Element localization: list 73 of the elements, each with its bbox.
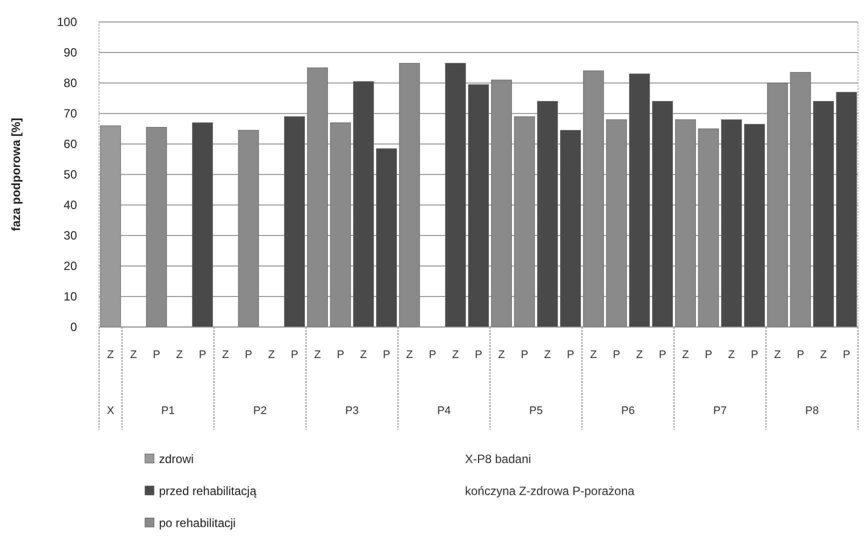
x-tick-label: Z [452,349,460,361]
y-tick-label: 50 [64,168,78,182]
bar [629,74,650,328]
bar [192,122,213,328]
bar [652,101,673,328]
y-tick-label: 40 [64,198,78,212]
y-tick-label: 0 [70,320,78,334]
bar [744,124,765,328]
y-tick-label: 70 [64,106,78,121]
x-tick-label: P [428,349,436,361]
legend-label: przed rehabilitacją [159,484,257,498]
y-axis-title: faza podporowa [%] [9,118,23,232]
x-tick-label: Z [107,349,114,361]
x-tick-label: P [658,349,666,361]
text: P4 [437,405,451,417]
x-tick-label: P [750,349,758,361]
text: P5 [529,405,543,417]
x-tick-label: P [382,349,390,361]
x-tick-label: P [796,349,804,361]
text: P6 [621,405,635,417]
x-tick-label: P [842,349,850,361]
x-tick-label: Z [176,349,184,361]
x-tick-label: P [336,349,344,361]
x-tick-label: Z [682,349,690,361]
x-tick-label: P [244,349,252,361]
x-tick-label: Z [130,349,138,361]
bar [445,62,466,328]
x-tick-label: Z [590,349,598,361]
y-tick-label: 30 [64,228,78,243]
bar [813,101,834,328]
text: kończyna Z-zdrowa P-porażona [465,484,635,498]
bar [468,84,489,328]
bar [284,116,305,328]
x-tick-label: P [566,349,574,361]
legend-label: po rehabilitacji [159,516,236,530]
x-tick-label: Z [544,349,552,361]
text: X [106,405,115,417]
x-tick-label: P [704,349,712,361]
x-tick-label: P [198,349,206,361]
y-tick-label: 100 [56,15,78,30]
bar [560,130,581,328]
x-tick-label: P [474,349,482,361]
bar [836,92,857,328]
x-tick-label: Z [314,349,322,361]
bar [721,119,742,328]
y-tick-label: 20 [64,259,78,274]
bar [537,101,558,328]
x-tick-label: Z [820,349,828,361]
bar [353,81,374,328]
x-tick-label: Z [268,349,276,361]
x-tick-label: Z [636,349,644,361]
y-tick-label: 60 [64,137,78,152]
x-tick-label: P [290,349,298,361]
y-tick-label: 90 [64,46,78,60]
x-tick-label: P [152,349,160,361]
text: P7 [713,405,727,417]
x-tick-label: P [612,349,620,361]
x-tick-label: Z [360,349,368,361]
text: P3 [345,405,359,417]
x-tick-label: P [520,349,528,361]
text: X-P8 badani [465,452,532,466]
bar [376,148,397,328]
x-tick-label: Z [498,349,506,361]
x-tick-label: Z [774,349,782,361]
x-tick-label: Z [406,349,414,361]
y-tick-label: 80 [64,76,78,90]
y-tick-label: 10 [64,290,78,304]
legend-label: zdrowi [159,452,194,466]
text: P1 [161,405,175,417]
x-tick-label: Z [728,349,736,361]
text: P2 [253,405,267,417]
x-tick-label: Z [222,349,230,361]
text: P8 [805,405,819,417]
